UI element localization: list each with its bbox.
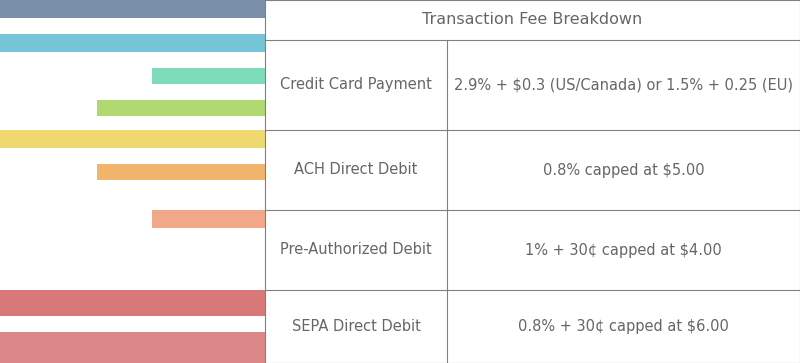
Text: 2.9% + $0.3 (US/Canada) or 1.5% + 0.25 (EU): 2.9% + $0.3 (US/Canada) or 1.5% + 0.25 (… xyxy=(454,77,793,93)
Bar xyxy=(97,164,265,180)
Text: 0.8% capped at $5.00: 0.8% capped at $5.00 xyxy=(542,163,704,178)
Bar xyxy=(0,290,265,316)
Bar xyxy=(152,68,265,84)
Bar xyxy=(0,52,265,68)
Bar xyxy=(0,130,265,148)
Bar xyxy=(0,18,265,34)
Bar xyxy=(0,116,265,130)
Bar xyxy=(0,228,265,290)
Bar xyxy=(0,34,265,52)
Text: Credit Card Payment: Credit Card Payment xyxy=(280,77,432,93)
Text: Transaction Fee Breakdown: Transaction Fee Breakdown xyxy=(422,12,642,28)
Text: Pre-Authorized Debit: Pre-Authorized Debit xyxy=(280,242,432,257)
Bar xyxy=(152,210,265,228)
Bar xyxy=(0,332,265,363)
Bar xyxy=(0,0,265,18)
Text: 1% + 30¢ capped at $4.00: 1% + 30¢ capped at $4.00 xyxy=(525,242,722,257)
Text: 0.8% + 30¢ capped at $6.00: 0.8% + 30¢ capped at $6.00 xyxy=(518,319,729,334)
Text: SEPA Direct Debit: SEPA Direct Debit xyxy=(291,319,421,334)
Bar xyxy=(0,316,265,332)
Bar xyxy=(97,100,265,116)
Text: ACH Direct Debit: ACH Direct Debit xyxy=(294,163,418,178)
Bar xyxy=(0,180,265,210)
Bar xyxy=(0,148,265,164)
Bar xyxy=(0,84,265,100)
